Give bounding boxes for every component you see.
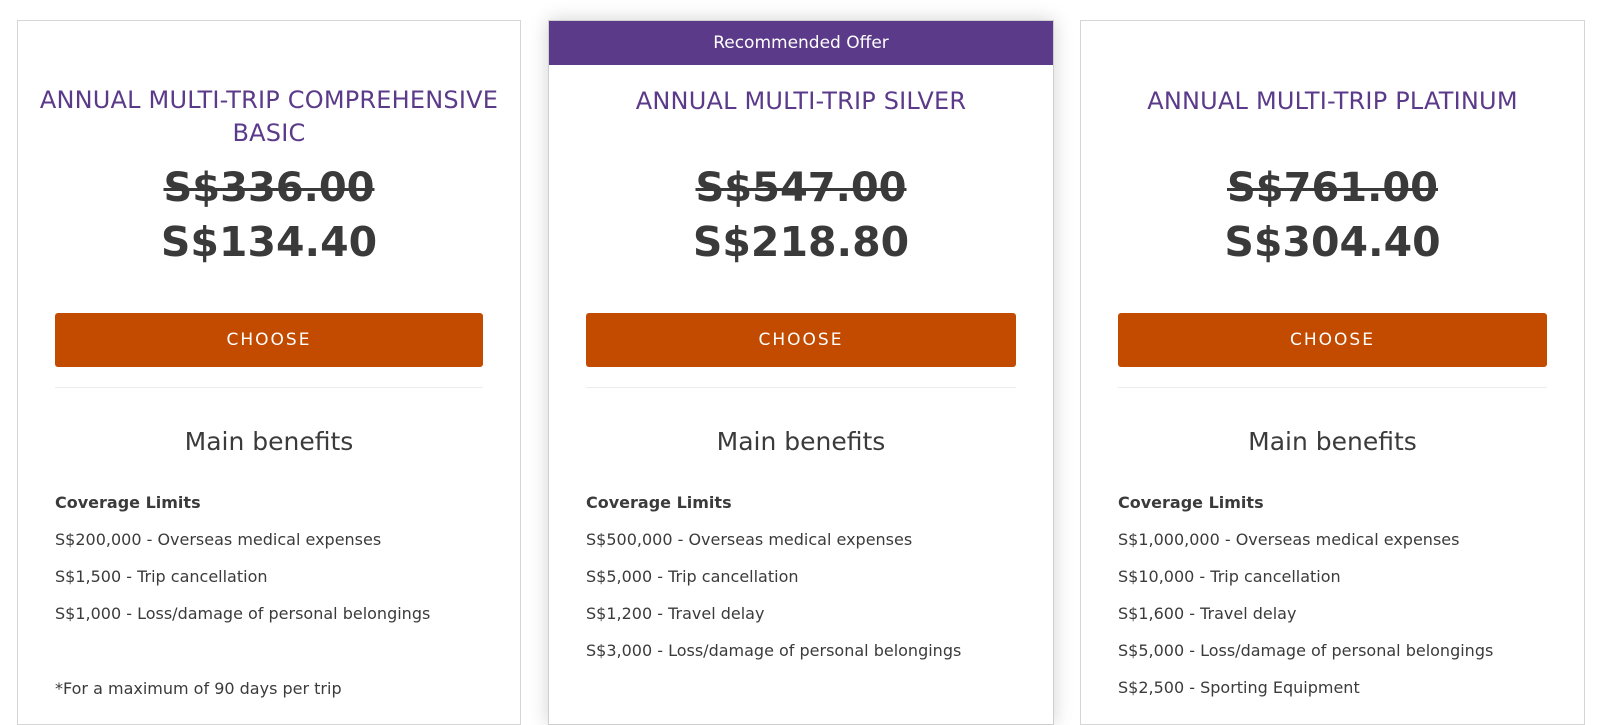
benefits-heading: Main benefits (184, 427, 354, 456)
benefit-item: S$1,200 - Travel delay (586, 604, 765, 623)
benefit-item: S$2,500 - Sporting Equipment (1118, 678, 1360, 697)
plan-title: ANNUAL MULTI-TRIP COMPREHENSIVE BASIC (39, 86, 499, 147)
discounted-price: S$134.40 (160, 218, 378, 266)
original-price: S$547.00 (695, 165, 907, 211)
benefit-item: S$10,000 - Trip cancellation (1118, 567, 1341, 586)
benefit-item: S$5,000 - Trip cancellation (586, 567, 799, 586)
benefits-heading: Main benefits (716, 427, 886, 456)
plan-title: ANNUAL MULTI-TRIP SILVER (635, 87, 967, 115)
benefit-item: S$3,000 - Loss/damage of personal belong… (586, 641, 962, 660)
original-price: S$336.00 (163, 165, 375, 211)
benefit-item: S$1,000,000 - Overseas medical expenses (1118, 530, 1460, 549)
plan-card-silver: Recommended Offer ANNUAL MULTI-TRIP SILV… (548, 20, 1054, 725)
plan-card-platinum: ANNUAL MULTI-TRIP PLATINUM S$761.00 S$30… (1080, 20, 1585, 725)
coverage-limits-label: Coverage Limits (55, 493, 201, 512)
plan-title: ANNUAL MULTI-TRIP PLATINUM (1147, 87, 1518, 115)
choose-button[interactable]: CHOOSE (586, 313, 1016, 367)
benefit-item: S$5,000 - Loss/damage of personal belong… (1118, 641, 1494, 660)
discounted-price: S$304.40 (1224, 218, 1441, 266)
benefits-heading: Main benefits (1248, 427, 1417, 456)
divider (1118, 387, 1547, 388)
benefit-item: S$200,000 - Overseas medical expenses (55, 530, 382, 549)
recommended-offer-ribbon: Recommended Offer (549, 21, 1053, 65)
benefits-list: Coverage Limits S$1,000,000 - Overseas m… (1118, 493, 1564, 715)
divider (586, 387, 1016, 388)
footnote: *For a maximum of 90 days per trip (55, 679, 342, 698)
choose-button[interactable]: CHOOSE (55, 313, 483, 367)
benefit-item: S$1,600 - Travel delay (1118, 604, 1297, 623)
coverage-limits-label: Coverage Limits (586, 493, 732, 512)
original-price: S$761.00 (1227, 165, 1438, 211)
benefit-item: S$1,000 - Loss/damage of personal belong… (55, 604, 431, 623)
plan-card-comprehensive-basic: ANNUAL MULTI-TRIP COMPREHENSIVE BASIC S$… (17, 20, 521, 725)
benefits-list: Coverage Limits S$500,000 - Overseas med… (586, 493, 1033, 678)
discounted-price: S$218.80 (692, 218, 910, 266)
divider (55, 387, 483, 388)
benefit-item: S$500,000 - Overseas medical expenses (586, 530, 913, 549)
choose-button[interactable]: CHOOSE (1118, 313, 1547, 367)
coverage-limits-label: Coverage Limits (1118, 493, 1264, 512)
benefits-list: Coverage Limits S$200,000 - Overseas med… (55, 493, 500, 641)
benefit-item: S$1,500 - Trip cancellation (55, 567, 268, 586)
